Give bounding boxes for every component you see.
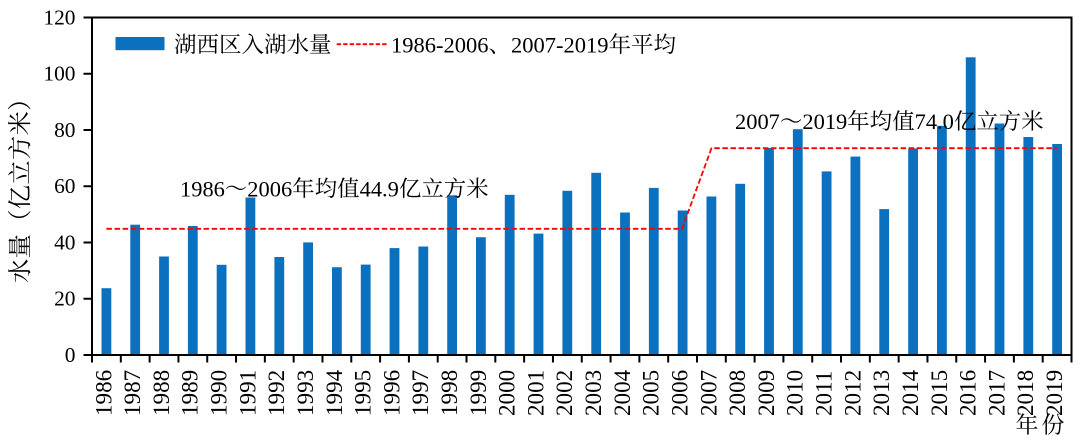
svg-text:0: 0 bbox=[65, 343, 76, 367]
svg-text:1999: 1999 bbox=[465, 370, 491, 416]
svg-text:1996: 1996 bbox=[378, 370, 404, 416]
svg-text:60: 60 bbox=[54, 174, 75, 198]
svg-text:2001: 2001 bbox=[522, 370, 548, 416]
svg-text:2012: 2012 bbox=[839, 370, 865, 416]
svg-text:1994: 1994 bbox=[321, 369, 347, 416]
svg-text:1998: 1998 bbox=[436, 370, 462, 416]
svg-text:2002: 2002 bbox=[551, 370, 577, 416]
svg-text:2007: 2007 bbox=[695, 370, 721, 416]
svg-text:2007-2019: 2007-2019 bbox=[511, 32, 609, 57]
svg-text:2006: 2006 bbox=[247, 176, 292, 201]
svg-text:2018: 2018 bbox=[1012, 370, 1038, 416]
svg-text:2016: 2016 bbox=[955, 370, 981, 416]
svg-text:2006: 2006 bbox=[667, 370, 693, 416]
svg-text:1988: 1988 bbox=[148, 370, 174, 416]
svg-text:1989: 1989 bbox=[177, 370, 203, 416]
svg-text:1986-2006: 1986-2006 bbox=[391, 32, 489, 57]
svg-text:1995: 1995 bbox=[350, 370, 376, 416]
svg-text:2009: 2009 bbox=[753, 370, 779, 416]
svg-text:2015: 2015 bbox=[926, 370, 952, 416]
svg-text:20: 20 bbox=[54, 287, 75, 311]
svg-text:2000: 2000 bbox=[494, 370, 520, 416]
svg-text:2011: 2011 bbox=[811, 371, 837, 416]
svg-text:40: 40 bbox=[54, 230, 75, 254]
svg-text:2013: 2013 bbox=[868, 370, 894, 416]
svg-text:2014: 2014 bbox=[897, 369, 923, 416]
svg-text:2019: 2019 bbox=[1041, 370, 1067, 416]
svg-text:1991: 1991 bbox=[234, 370, 260, 416]
svg-text:2003: 2003 bbox=[580, 370, 606, 416]
svg-text:1993: 1993 bbox=[292, 370, 318, 416]
svg-text:1992: 1992 bbox=[263, 370, 289, 416]
svg-text:1986: 1986 bbox=[90, 370, 116, 416]
svg-text:2005: 2005 bbox=[638, 370, 664, 416]
svg-text:2007: 2007 bbox=[735, 109, 780, 134]
svg-text:44.9: 44.9 bbox=[360, 176, 399, 201]
svg-text:100: 100 bbox=[43, 62, 75, 86]
svg-text:1997: 1997 bbox=[407, 370, 433, 416]
svg-text:2019: 2019 bbox=[802, 109, 847, 134]
svg-text:1986: 1986 bbox=[180, 176, 225, 201]
svg-text:2017: 2017 bbox=[983, 370, 1009, 416]
svg-text:2010: 2010 bbox=[782, 370, 808, 416]
svg-text:1990: 1990 bbox=[206, 370, 232, 416]
svg-text:74.0: 74.0 bbox=[915, 109, 954, 134]
svg-text:2004: 2004 bbox=[609, 369, 635, 416]
svg-text:120: 120 bbox=[43, 5, 75, 29]
svg-text:1987: 1987 bbox=[119, 370, 145, 416]
svg-text:80: 80 bbox=[54, 118, 75, 142]
svg-text:2008: 2008 bbox=[724, 370, 750, 416]
